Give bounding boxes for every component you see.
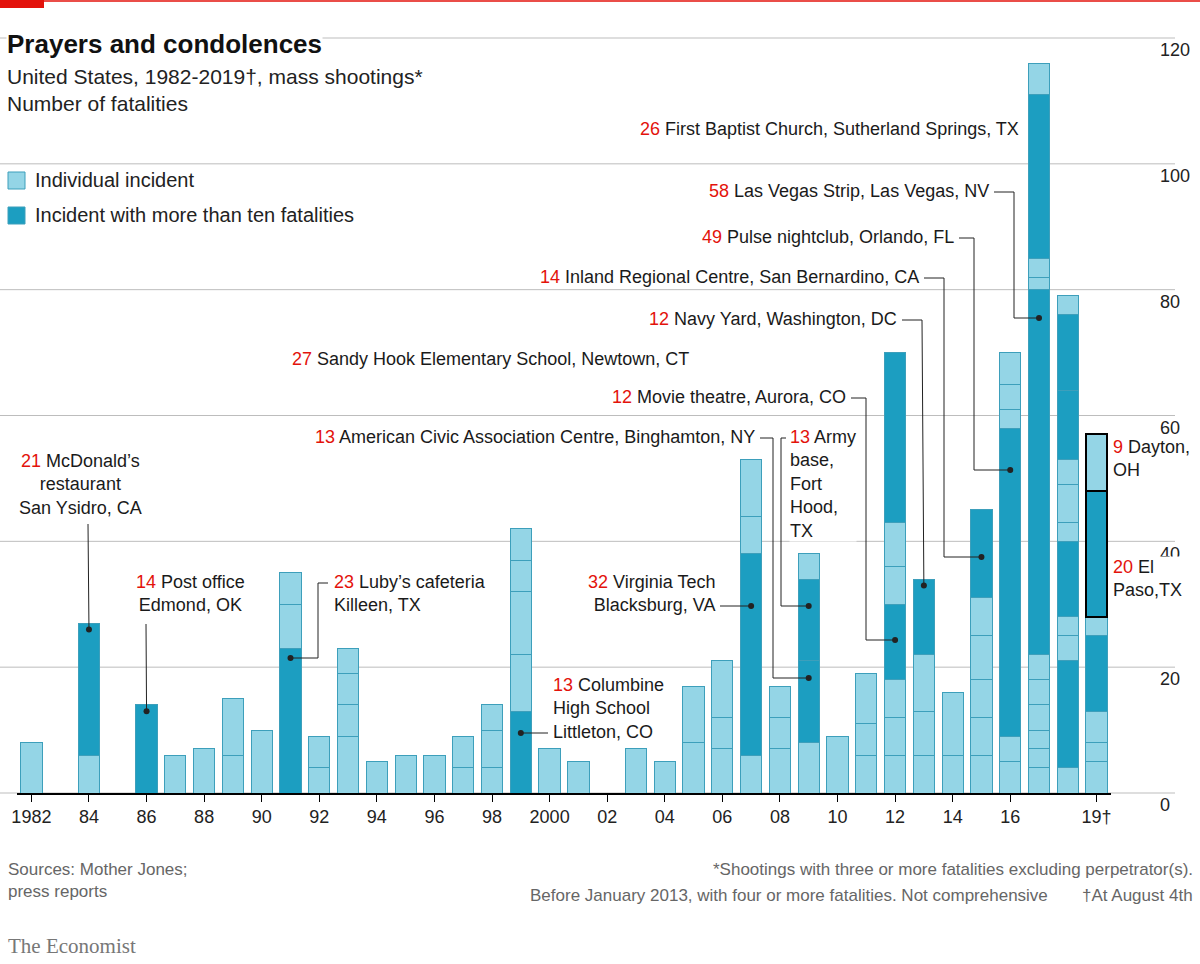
svg-text:2000: 2000 (530, 807, 570, 827)
svg-text:United States, 1982-2019†, mas: United States, 1982-2019†, mass shooting… (7, 65, 423, 115)
svg-text:40: 40 (1160, 544, 1180, 564)
svg-text:26 First Baptist Church, Suthe: 26 First Baptist Church, Sutherland Spri… (640, 119, 1019, 139)
svg-text:Before January 2013, with four: Before January 2013, with four or more f… (530, 886, 1048, 905)
svg-text:88: 88 (194, 807, 214, 827)
svg-text:20 ElPaso,TX: 20 ElPaso,TX (1113, 557, 1182, 600)
svg-text:06: 06 (712, 807, 732, 827)
svg-text:13 ColumbineHigh SchoolLittlet: 13 ColumbineHigh SchoolLittleton, CO (553, 675, 664, 742)
svg-text:86: 86 (137, 807, 157, 827)
svg-text:10: 10 (827, 807, 847, 827)
svg-text:Individual incident: Individual incident (35, 169, 194, 191)
svg-text:14: 14 (943, 807, 963, 827)
svg-text:19†: 19† (1082, 807, 1112, 827)
svg-text:84: 84 (79, 807, 99, 827)
svg-text:80: 80 (1160, 292, 1180, 312)
svg-text:58 Las Vegas Strip, Las Vegas,: 58 Las Vegas Strip, Las Vegas, NV (709, 181, 989, 201)
svg-text:The Economist: The Economist (8, 934, 136, 958)
svg-text:08: 08 (770, 807, 790, 827)
svg-text:96: 96 (424, 807, 444, 827)
svg-text:13 American Civic Association: 13 American Civic Association Centre, Bi… (315, 427, 755, 447)
svg-text:92: 92 (309, 807, 329, 827)
svg-text:16: 16 (1000, 807, 1020, 827)
svg-text:02: 02 (597, 807, 617, 827)
svg-text:90: 90 (252, 807, 272, 827)
svg-text:Sources: Mother Jones;press re: Sources: Mother Jones;press reports (8, 860, 188, 901)
svg-text:32 Virginia TechBlacksburg, VA: 32 Virginia TechBlacksburg, VA (588, 572, 715, 615)
svg-text:0: 0 (1160, 795, 1170, 815)
svg-text:49 Pulse nightclub, Orlando, F: 49 Pulse nightclub, Orlando, FL (702, 227, 954, 247)
svg-text:100: 100 (1160, 166, 1190, 186)
svg-text:120: 120 (1160, 40, 1190, 60)
svg-text:23 Luby’s cafeteriaKilleen, TX: 23 Luby’s cafeteriaKilleen, TX (334, 572, 486, 615)
svg-text:98: 98 (482, 807, 502, 827)
svg-text:14 Post officeEdmond, OK: 14 Post officeEdmond, OK (136, 572, 245, 615)
svg-text:21 McDonald’srestaurantSan Ysi: 21 McDonald’srestaurantSan Ysidro, CA (19, 451, 142, 518)
svg-text:†At August 4th: †At August 4th (1082, 886, 1193, 905)
svg-text:04: 04 (655, 807, 675, 827)
svg-text:94: 94 (367, 807, 387, 827)
svg-text:Prayers and condolences: Prayers and condolences (7, 29, 322, 59)
svg-text:1982: 1982 (11, 807, 51, 827)
svg-text:12 Movie theatre, Aurora, CO: 12 Movie theatre, Aurora, CO (612, 387, 846, 407)
svg-text:9 Dayton,OH: 9 Dayton,OH (1113, 437, 1190, 480)
svg-text:Incident with more than ten fa: Incident with more than ten fatalities (35, 204, 354, 226)
svg-text:13 Armybase,FortHood,TX: 13 Armybase,FortHood,TX (790, 427, 856, 541)
svg-text:27 Sandy Hook Elementary Schoo: 27 Sandy Hook Elementary School, Newtown… (292, 349, 689, 369)
svg-text:60: 60 (1160, 418, 1180, 438)
svg-text:*Shootings with three or more: *Shootings with three or more fatalities… (713, 860, 1193, 879)
svg-text:12 Navy Yard, Washington, DC: 12 Navy Yard, Washington, DC (649, 309, 897, 329)
svg-text:20: 20 (1160, 669, 1180, 689)
svg-text:12: 12 (885, 807, 905, 827)
svg-text:14 Inland Regional Centre, San: 14 Inland Regional Centre, San Bernardin… (540, 267, 919, 287)
